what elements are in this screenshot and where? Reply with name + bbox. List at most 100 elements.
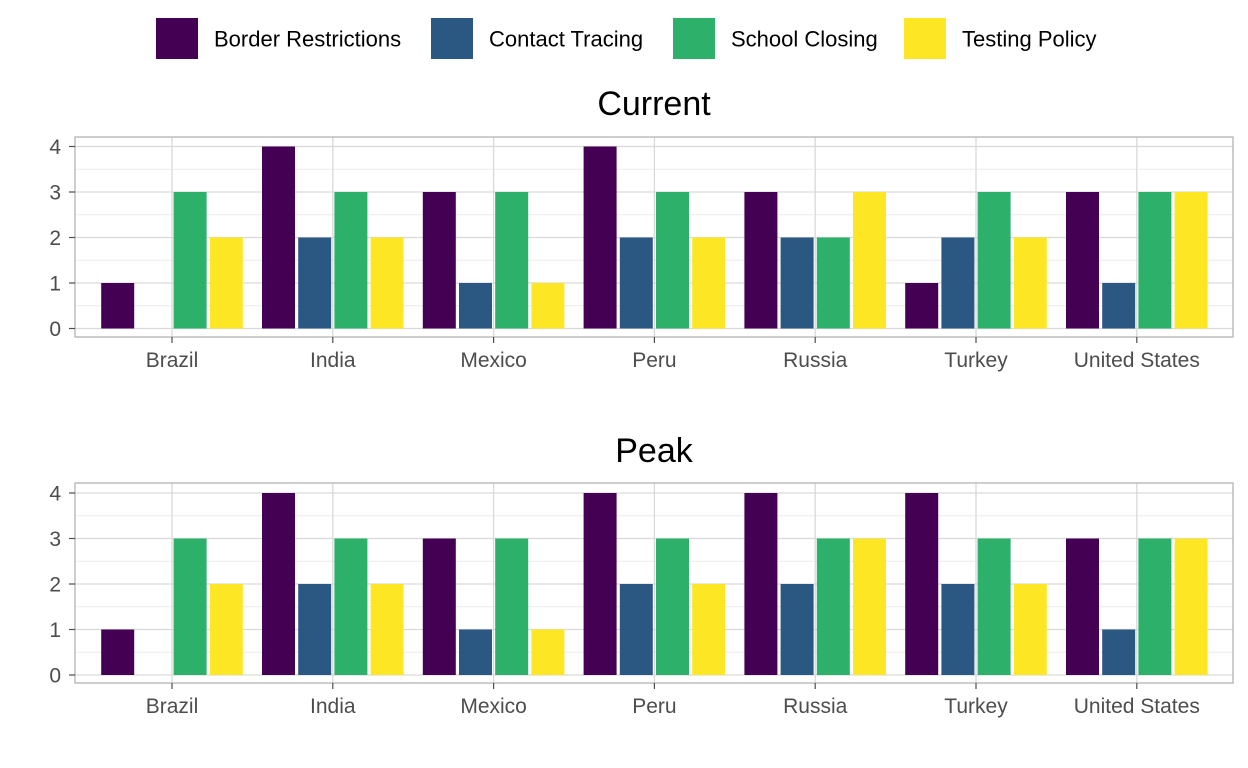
legend-item-testing-policy: Testing Policy — [904, 18, 1097, 59]
bar-school-closing-turkey — [977, 538, 1011, 675]
bar-contact-tracing-russia — [780, 237, 814, 329]
y-axis: 0 1 2 3 4 — [49, 136, 75, 341]
legend-item-border-restrictions: Border Restrictions — [156, 18, 401, 59]
x-tick-label-russia: Russia — [783, 349, 848, 372]
x-tick-label-russia: Russia — [783, 695, 848, 718]
y-tick-label: 2 — [49, 227, 61, 250]
bar-testing-policy-russia — [853, 192, 886, 329]
bar-border-restrictions-turkey — [905, 283, 939, 329]
bar-testing-policy-brazil — [209, 584, 243, 675]
bar-border-restrictions-india — [262, 146, 295, 329]
bar-school-closing-united-states — [1138, 538, 1172, 675]
y-tick-label: 1 — [49, 273, 61, 296]
bar-contact-tracing-turkey — [941, 584, 975, 675]
y-tick-label: 3 — [49, 182, 61, 205]
x-tick-label-peru: Peru — [632, 349, 676, 372]
bar-contact-tracing-peru — [619, 584, 653, 675]
legend: Border Restrictions Contact Tracing School… — [156, 18, 1097, 59]
x-tick-label-india: India — [310, 349, 356, 372]
bar-contact-tracing-united-states — [1102, 283, 1136, 329]
x-tick-label-united-states: United States — [1074, 695, 1200, 718]
x-tick-label-brazil: Brazil — [146, 695, 199, 718]
bar-testing-policy-brazil — [209, 237, 243, 329]
bar-contact-tracing-india — [298, 584, 332, 675]
legend-item-school-closing: School Closing — [673, 18, 878, 59]
bar-testing-policy-united-states — [1174, 192, 1208, 329]
bar-school-closing-russia — [816, 538, 850, 675]
bar-school-closing-mexico — [495, 538, 529, 675]
x-tick-label-mexico: Mexico — [460, 695, 527, 718]
legend-item-contact-tracing: Contact Tracing — [431, 18, 643, 59]
bar-contact-tracing-turkey — [941, 237, 975, 329]
bar-border-restrictions-mexico — [422, 538, 456, 675]
bar-testing-policy-mexico — [531, 283, 565, 329]
bar-school-closing-peru — [656, 192, 689, 329]
chart-panels: Current 0 1 2 3 4 Brazil India Mexico Peru Russia T… — [49, 85, 1234, 718]
bars — [101, 146, 1208, 329]
y-tick-label: 0 — [49, 665, 61, 688]
x-tick-label-brazil: Brazil — [146, 349, 199, 372]
bar-contact-tracing-russia — [780, 584, 814, 675]
bar-contact-tracing-united-states — [1102, 629, 1136, 675]
panel-current: Current 0 1 2 3 4 Brazil India Mexico Peru Russia T… — [49, 85, 1234, 372]
x-tick-label-turkey: Turkey — [944, 349, 1008, 372]
legend-swatch — [673, 18, 715, 59]
grid — [75, 137, 1233, 337]
legend-swatch — [904, 18, 946, 59]
panel-title: Peak — [615, 432, 693, 470]
bar-border-restrictions-mexico — [422, 192, 456, 329]
bar-testing-policy-turkey — [1013, 237, 1047, 329]
y-axis: 0 1 2 3 4 — [49, 483, 75, 688]
x-tick-label-peru: Peru — [632, 695, 676, 718]
bar-testing-policy-turkey — [1013, 584, 1047, 675]
bar-contact-tracing-mexico — [459, 283, 492, 329]
bar-testing-policy-india — [370, 584, 404, 675]
bars — [101, 493, 1208, 675]
y-tick-label: 0 — [49, 318, 61, 341]
bar-school-closing-brazil — [173, 192, 207, 329]
bar-border-restrictions-russia — [744, 493, 778, 675]
x-tick-label-united-states: United States — [1074, 349, 1200, 372]
grid — [75, 483, 1233, 683]
bar-school-closing-turkey — [977, 192, 1011, 329]
bar-border-restrictions-brazil — [101, 283, 135, 329]
legend-label: Contact Tracing — [489, 27, 643, 52]
bar-school-closing-india — [334, 192, 368, 329]
bar-testing-policy-united-states — [1174, 538, 1208, 675]
bar-testing-policy-mexico — [531, 629, 565, 675]
bar-contact-tracing-mexico — [459, 629, 492, 675]
bar-testing-policy-peru — [692, 237, 726, 329]
bar-school-closing-brazil — [173, 538, 207, 675]
y-tick-label: 4 — [49, 136, 61, 159]
y-tick-label: 3 — [49, 528, 61, 551]
bar-school-closing-peru — [656, 538, 689, 675]
bar-border-restrictions-united-states — [1066, 538, 1099, 675]
bar-school-closing-mexico — [495, 192, 529, 329]
legend-swatch — [431, 18, 473, 59]
bar-border-restrictions-peru — [583, 146, 617, 329]
bar-border-restrictions-turkey — [905, 493, 939, 675]
bar-testing-policy-russia — [853, 538, 886, 675]
bar-contact-tracing-peru — [619, 237, 653, 329]
legend-label: Border Restrictions — [214, 27, 401, 52]
bar-border-restrictions-brazil — [101, 629, 135, 675]
bar-testing-policy-peru — [692, 584, 726, 675]
panel-peak: Peak 0 1 2 3 4 Brazil India Mexico Peru Russia Turk… — [49, 432, 1234, 718]
bar-school-closing-united-states — [1138, 192, 1172, 329]
bar-school-closing-russia — [816, 237, 850, 329]
x-axis: Brazil India Mexico Peru Russia Turkey United … — [146, 337, 1200, 372]
bar-contact-tracing-india — [298, 237, 332, 329]
legend-label: School Closing — [731, 27, 878, 52]
bar-testing-policy-india — [370, 237, 404, 329]
y-tick-label: 4 — [49, 483, 61, 506]
bar-border-restrictions-united-states — [1066, 192, 1099, 329]
bar-border-restrictions-india — [262, 493, 295, 675]
bar-border-restrictions-peru — [583, 493, 617, 675]
x-axis: Brazil India Mexico Peru Russia Turkey United … — [146, 683, 1200, 718]
bar-border-restrictions-russia — [744, 192, 778, 329]
x-tick-label-turkey: Turkey — [944, 695, 1008, 718]
x-tick-label-india: India — [310, 695, 356, 718]
legend-label: Testing Policy — [962, 27, 1097, 52]
panel-title: Current — [597, 85, 711, 123]
